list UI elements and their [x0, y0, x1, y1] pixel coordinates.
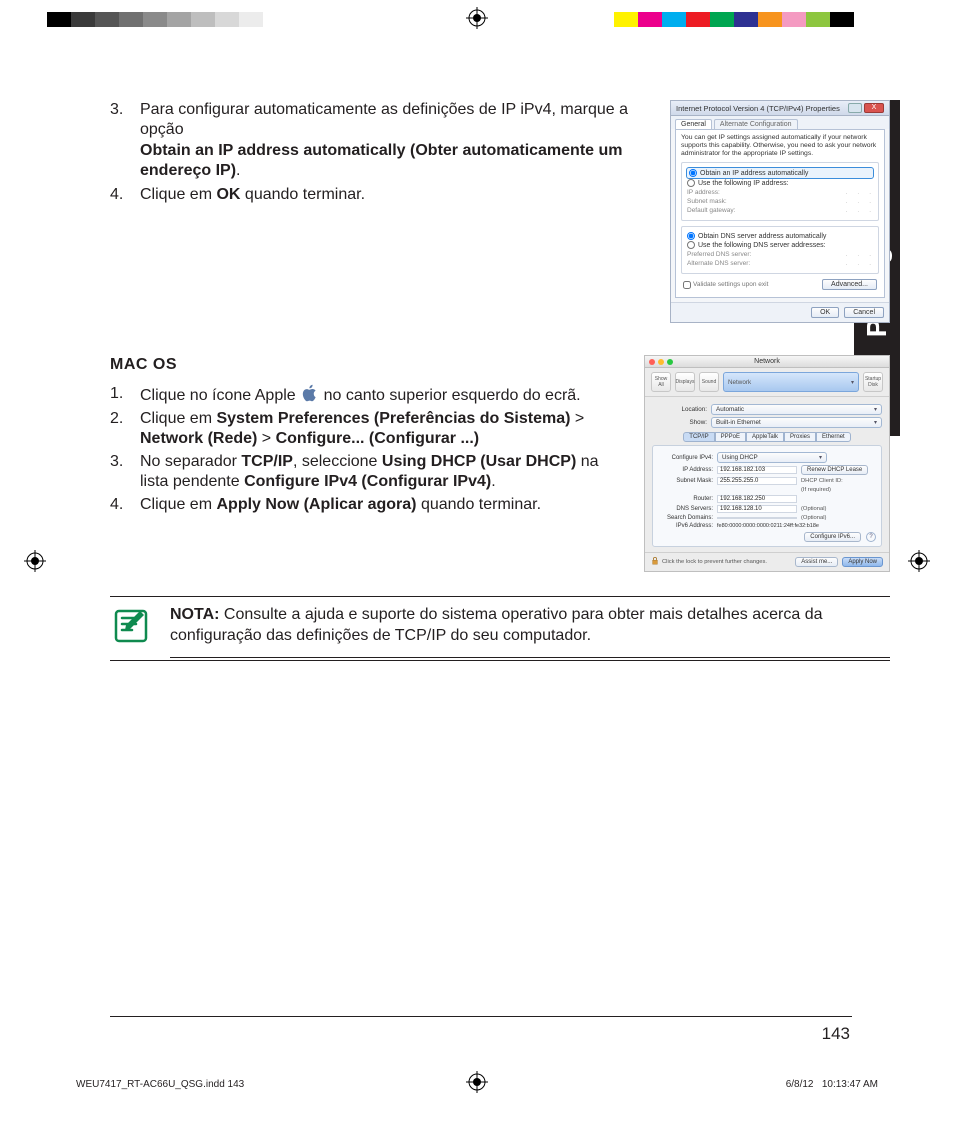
search-domains-label: Search Domains: — [658, 515, 713, 521]
show-select[interactable]: Built-in Ethernet — [711, 417, 882, 428]
radio-use-following-dns[interactable]: Use the following DNS server addresses: — [687, 241, 873, 249]
ipv4-hint: You can get IP settings assigned automat… — [681, 134, 879, 158]
printer-color-bar-right — [614, 12, 902, 27]
close-icon[interactable]: X — [864, 103, 884, 113]
apple-logo-icon — [300, 384, 319, 403]
router-label: Router: — [658, 496, 713, 502]
ipv6-address-value: fe80:0000:0000:0000:0211:24ff:fe32:b18e — [717, 523, 819, 529]
ipv4-title: Internet Protocol Version 4 (TCP/IPv4) P… — [676, 104, 840, 113]
subnet-mask-value: 255.255.255.0 — [717, 477, 797, 485]
optional-2: (Optional) — [801, 515, 826, 521]
note-text: Consulte a ajuda e suporte do sistema op… — [170, 606, 823, 644]
configure-ipv4-label: Configure IPv4: — [658, 455, 713, 461]
radio-use-following-ip[interactable]: Use the following IP address: — [687, 179, 873, 187]
print-slug: WEU7417_RT-AC66U_QSG.indd 143 6/8/12 10:… — [76, 1079, 878, 1090]
toolbar-displays-icon[interactable]: Displays — [675, 372, 695, 392]
show-label: Show: — [652, 419, 707, 426]
lock-icon — [651, 557, 659, 567]
tab-proxies[interactable]: Proxies — [784, 432, 816, 442]
note-box: NOTA: Consulte a ajuda e suporte do sist… — [110, 596, 890, 661]
ipv6-address-label: IPv6 Address: — [658, 523, 713, 529]
step-3: 3. Para configurar automaticamente as de… — [110, 100, 656, 182]
step-3-text-bold: Obtain an IP address automatically (Obte… — [140, 142, 623, 179]
tab-tcpip[interactable]: TCP/IP — [683, 432, 714, 442]
checkbox-validate-exit[interactable]: Validate settings upon exit — [683, 281, 768, 289]
screenshot-mac-network: Network Show All Displays Sound Network … — [644, 355, 890, 572]
toolbar-show-all-icon[interactable]: Show All — [651, 372, 671, 392]
registration-mark-icon — [466, 7, 488, 29]
mac-title: Network — [754, 358, 780, 365]
macos-heading: MAC OS — [110, 355, 630, 375]
step-3-text-c: . — [236, 162, 240, 179]
search-domains-value[interactable] — [717, 517, 797, 519]
tab-pppoe[interactable]: PPPoE — [715, 432, 746, 442]
dns-servers-value[interactable]: 192.168.128.10 — [717, 505, 797, 513]
tab-appletalk[interactable]: AppleTalk — [746, 432, 784, 442]
radio-obtain-dns-auto[interactable]: Obtain DNS server address automatically — [687, 232, 873, 240]
label-subnet-mask: Subnet mask: — [687, 198, 727, 205]
cancel-button[interactable]: Cancel — [844, 307, 884, 318]
ip-address-label: IP Address: — [658, 467, 713, 473]
tab-ethernet[interactable]: Ethernet — [816, 432, 851, 442]
screenshot-ipv4-dialog: Internet Protocol Version 4 (TCP/IPv4) P… — [670, 100, 890, 323]
step-4-text-c: quando terminar. — [240, 186, 365, 203]
radio-obtain-ip-auto[interactable]: Obtain an IP address automatically — [687, 168, 873, 178]
label-default-gateway: Default gateway: — [687, 207, 735, 214]
toolbar-network-icon[interactable]: Network — [723, 372, 859, 392]
label-alternate-dns: Alternate DNS server: — [687, 260, 750, 267]
step-4-text-a: Clique em — [140, 186, 216, 203]
if-required-hint: (If required) — [801, 487, 831, 493]
label-preferred-dns: Preferred DNS server: — [687, 251, 751, 258]
help-icon[interactable]: ? — [866, 532, 876, 542]
window-help-icon[interactable] — [848, 103, 862, 113]
mac-step-4: 4. Clique em Apply Now (Aplicar agora) q… — [110, 495, 630, 515]
inner-tabs: TCP/IP PPPoE AppleTalk Proxies Ethernet — [652, 432, 882, 442]
step-4-text-bold: OK — [216, 186, 240, 203]
tab-general[interactable]: General — [675, 119, 712, 129]
location-select[interactable]: Automatic — [711, 404, 882, 415]
toolbar-startup-icon[interactable]: Startup Disk — [863, 372, 883, 392]
mac-step-2: 2. Clique em System Preferences (Preferê… — [110, 409, 630, 449]
ok-button[interactable]: OK — [811, 307, 839, 318]
location-label: Location: — [652, 406, 707, 413]
dns-servers-label: DNS Servers: — [658, 506, 713, 512]
lock-message[interactable]: Click the lock to prevent further change… — [651, 557, 767, 567]
step-3-text-a: Para configurar automaticamente as defin… — [140, 101, 628, 138]
renew-dhcp-button[interactable]: Renew DHCP Lease — [801, 465, 868, 475]
registration-mark-icon — [24, 550, 46, 572]
page-number: 143 — [822, 1024, 850, 1044]
slug-filename: WEU7417_RT-AC66U_QSG.indd 143 — [76, 1079, 244, 1090]
ip-address-value: 192.168.182.103 — [717, 466, 797, 474]
label-ip-address: IP address: — [687, 189, 720, 196]
page-footer-rule — [110, 1016, 852, 1017]
note-icon — [110, 605, 152, 658]
step-4: 4. Clique em OK quando terminar. — [110, 185, 656, 205]
printer-color-bar-left — [47, 12, 359, 27]
step-4-number: 4. — [110, 185, 140, 205]
assist-me-button[interactable]: Assist me... — [795, 557, 838, 567]
registration-mark-icon — [908, 550, 930, 572]
note-label: NOTA: — [170, 606, 219, 623]
dhcp-client-id-label: DHCP Client ID: — [801, 478, 843, 484]
toolbar-sound-icon[interactable]: Sound — [699, 372, 719, 392]
slug-date: 6/8/12 — [786, 1079, 814, 1090]
mac-step-3: 3. No separador TCP/IP, seleccione Using… — [110, 452, 630, 492]
apply-now-button[interactable]: Apply Now — [842, 557, 883, 567]
mac-step-1: 1. Clique no ícone Apple no canto superi… — [110, 384, 630, 406]
advanced-button[interactable]: Advanced... — [822, 279, 877, 290]
window-traffic-lights[interactable] — [649, 359, 673, 365]
subnet-mask-label: Subnet Mask: — [658, 478, 713, 484]
router-value: 192.168.182.250 — [717, 495, 797, 503]
optional-1: (Optional) — [801, 506, 826, 512]
configure-ipv6-button[interactable]: Configure IPv6... — [804, 532, 861, 542]
slug-time: 10:13:47 AM — [822, 1079, 878, 1090]
configure-ipv4-select[interactable]: Using DHCP — [717, 452, 827, 463]
step-3-number: 3. — [110, 100, 140, 182]
tab-alternate[interactable]: Alternate Configuration — [714, 119, 798, 129]
